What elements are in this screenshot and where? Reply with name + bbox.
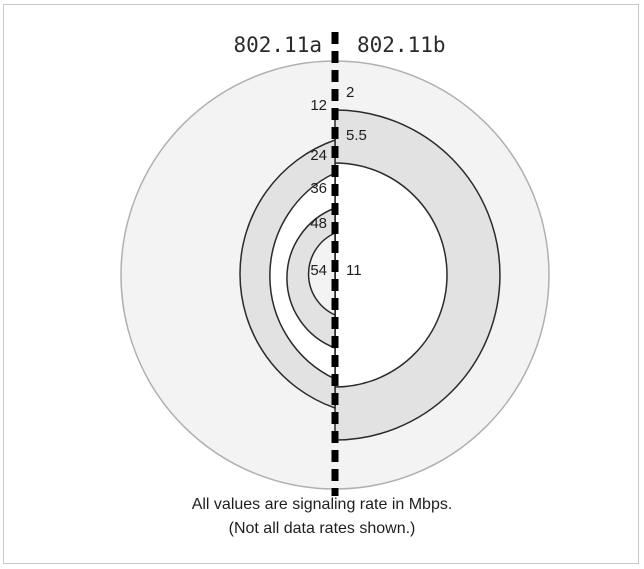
rate-label-48: 48	[310, 215, 327, 232]
left-ring-54	[307, 231, 336, 317]
caption-line-2: (Not all data rates shown.)	[228, 520, 416, 537]
rate-label-24: 24	[310, 147, 327, 164]
left-standard-label: 802.11a	[233, 33, 322, 57]
rate-label-11: 11	[346, 262, 362, 279]
rate-label-36: 36	[310, 180, 327, 197]
caption-line-1: All values are signaling rate in Mbps.	[191, 496, 453, 513]
rate-label-54: 54	[310, 262, 327, 279]
right-ring-11	[334, 162, 448, 388]
rate-label-2: 2	[346, 84, 354, 101]
rate-label-5-5: 5.5	[346, 127, 367, 144]
right-standard-label: 802.11b	[357, 33, 446, 57]
rate-label-12: 12	[310, 97, 327, 114]
